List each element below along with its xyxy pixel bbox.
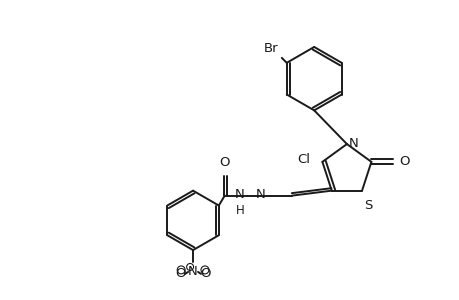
- Text: O: O: [174, 267, 185, 280]
- Text: S: S: [363, 199, 372, 212]
- Text: O: O: [200, 267, 211, 280]
- Text: N: N: [188, 266, 197, 278]
- Text: O: O: [398, 155, 409, 168]
- Text: N: N: [348, 136, 358, 150]
- Text: N: N: [255, 188, 265, 201]
- Text: Cl: Cl: [297, 153, 310, 167]
- Text: Br: Br: [263, 42, 278, 55]
- Text: N: N: [235, 188, 244, 201]
- Text: O: O: [219, 156, 230, 169]
- Text: H: H: [235, 203, 244, 217]
